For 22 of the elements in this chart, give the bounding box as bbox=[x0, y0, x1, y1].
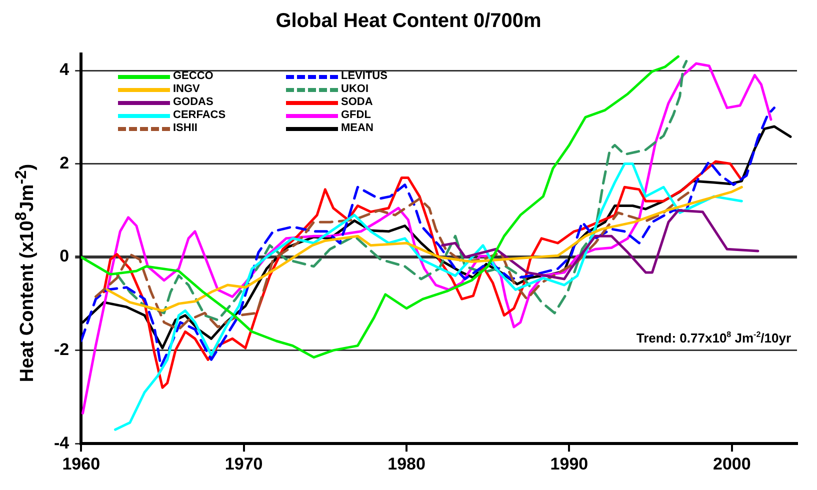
y-tick-label: -2 bbox=[54, 340, 70, 360]
x-tick-label: 1970 bbox=[224, 454, 263, 474]
y-tick-label: 2 bbox=[60, 153, 70, 172]
legend-label: INGV bbox=[173, 83, 200, 96]
legend-label: LEVITUS bbox=[341, 70, 388, 83]
legend-label: UKOI bbox=[341, 83, 368, 96]
legend-label: GFDL bbox=[341, 109, 371, 122]
x-tick-label: 2000 bbox=[713, 454, 751, 474]
legend-label: SODA bbox=[341, 96, 373, 109]
x-tick-label: 1960 bbox=[62, 454, 100, 474]
y-tick-label: 0 bbox=[60, 246, 70, 266]
legend-label: GECCO bbox=[173, 70, 214, 83]
x-tick-label: 1990 bbox=[550, 454, 588, 474]
legend-label: CERFACS bbox=[173, 109, 226, 122]
legend-label: GODAS bbox=[173, 96, 214, 109]
x-tick-label: 1980 bbox=[388, 454, 426, 474]
y-tick-label: 4 bbox=[60, 60, 70, 80]
legend-label: ISHII bbox=[173, 122, 198, 135]
legend-label: MEAN bbox=[341, 122, 374, 135]
line-series bbox=[116, 60, 688, 322]
y-tick-label: -4 bbox=[54, 433, 70, 452]
chart-title: Global Heat Content 0/700m bbox=[274, 10, 542, 33]
